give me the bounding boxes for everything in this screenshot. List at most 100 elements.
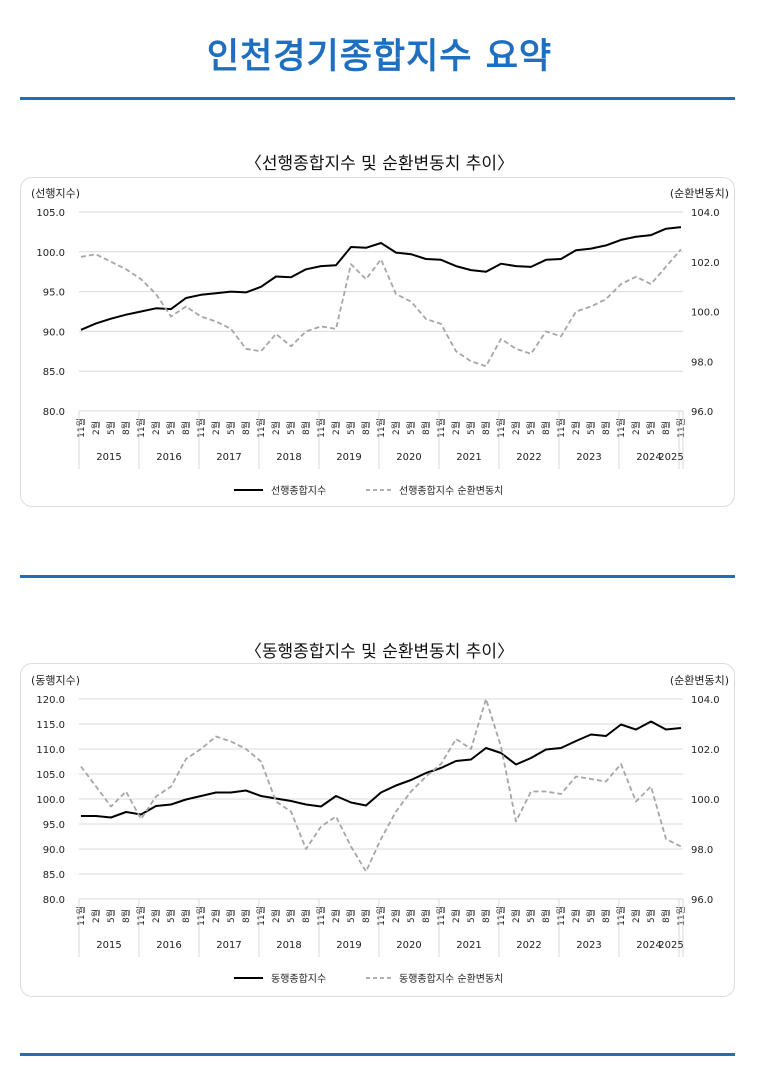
x-axis-tick-label: 8월 (660, 909, 672, 923)
x-axis-tick-label: 11월 (675, 418, 687, 438)
x-axis-tick-label: 8월 (600, 909, 612, 923)
x-axis-tick-label: 11월 (675, 906, 687, 926)
x-axis-tick-label: 2월 (630, 421, 642, 435)
x-axis-tick-label: 5월 (285, 421, 297, 435)
year-label: 2015 (96, 940, 121, 951)
right-axis-unit-label: (순환변동치) (670, 187, 729, 200)
year-label: 2017 (216, 452, 241, 463)
x-axis-tick-label: 8월 (120, 909, 132, 923)
right-axis-tick-label: 102.0 (691, 258, 720, 269)
x-axis-tick-label: 11월 (615, 418, 627, 438)
index-series-line (81, 720, 682, 819)
right-axis-tick-label: 104.0 (691, 208, 720, 219)
right-axis-tick-label: 100.0 (691, 308, 720, 319)
x-axis-tick-label: 11월 (195, 906, 207, 926)
year-label: 2025 (658, 940, 683, 951)
x-axis-tick-label: 2월 (150, 421, 162, 435)
x-axis-tick-label: 5월 (105, 421, 117, 435)
left-axis-tick-label: 115.0 (36, 720, 65, 731)
right-axis-unit-label: (순환변동치) (670, 674, 729, 687)
x-axis-tick-label: 5월 (225, 421, 237, 435)
left-axis-tick-label: 100.0 (36, 795, 65, 806)
left-axis-tick-label: 120.0 (36, 695, 65, 706)
right-axis-tick-label: 100.0 (691, 795, 720, 806)
left-axis-tick-label: 90.0 (43, 327, 65, 338)
legend-label: 동행종합지수 (271, 973, 326, 985)
x-axis-tick-label: 5월 (465, 421, 477, 435)
left-axis-tick-label: 100.0 (36, 248, 65, 259)
x-axis-tick-label: 5월 (465, 909, 477, 923)
x-axis-tick-label: 5월 (525, 909, 537, 923)
x-axis-tick-label: 11월 (75, 418, 87, 438)
x-axis-tick-label: 5월 (165, 421, 177, 435)
leading-index-chart-svg: (선행지수) (순환변동치) 80.0 85.0 90.0 95.0 100.0 105.0 9… (31, 187, 729, 497)
x-axis-tick-label: 8월 (540, 421, 552, 435)
legend-label: 선행종합지수 (271, 485, 326, 497)
divider (20, 97, 735, 100)
left-axis-tick-label: 85.0 (43, 870, 65, 881)
right-axis-tick-label: 104.0 (691, 695, 720, 706)
x-axis-tick-label: 5월 (225, 909, 237, 923)
year-label: 2015 (96, 452, 121, 463)
year-label: 2018 (276, 940, 301, 951)
left-axis-tick-label: 95.0 (43, 288, 65, 299)
x-axis-tick-label: 8월 (240, 421, 252, 435)
x-axis-tick-label: 5월 (405, 421, 417, 435)
x-axis-tick-label: 2월 (390, 421, 402, 435)
x-axis-tick-label: 8월 (480, 421, 492, 435)
year-label: 2022 (516, 452, 541, 463)
left-axis-tick-label: 80.0 (43, 407, 65, 418)
cycle-series-line (80, 698, 682, 873)
left-axis-tick-label: 95.0 (43, 820, 65, 831)
x-axis-tick-label: 11월 (195, 418, 207, 438)
right-axis-tick-label: 98.0 (691, 845, 713, 856)
x-axis-tick-label: 2월 (150, 909, 162, 923)
year-label: 2024 (636, 940, 661, 951)
x-axis-tick-label: 11월 (555, 906, 567, 926)
left-axis-unit-label: (동행지수) (31, 674, 80, 687)
cycle-series-line (80, 248, 682, 368)
x-axis-tick-label: 5월 (165, 909, 177, 923)
x-axis-tick-label: 11월 (255, 906, 267, 926)
x-axis-tick-label: 2월 (450, 909, 462, 923)
right-axis-tick-label: 102.0 (691, 745, 720, 756)
year-label: 2025 (658, 452, 683, 463)
x-axis-tick-label: 11월 (315, 906, 327, 926)
year-label: 2019 (336, 940, 361, 951)
year-label: 2021 (456, 940, 481, 951)
x-axis-tick-label: 5월 (645, 421, 657, 435)
x-axis-tick-label: 8월 (420, 421, 432, 435)
x-axis-tick-label: 8월 (420, 909, 432, 923)
x-axis-tick-label: 11월 (135, 906, 147, 926)
x-axis-tick-label: 8월 (300, 421, 312, 435)
right-axis-tick-label: 96.0 (691, 895, 713, 906)
x-axis-tick-label: 5월 (585, 909, 597, 923)
x-axis-tick-label: 5월 (105, 909, 117, 923)
chart-title-coincident: 〈동행종합지수 및 순환변동치 추이〉 (244, 642, 515, 662)
x-axis-tick-label: 2월 (90, 909, 102, 923)
x-axis-tick-label: 5월 (345, 421, 357, 435)
x-axis-tick-label: 5월 (345, 909, 357, 923)
x-axis-tick-label: 11월 (495, 418, 507, 438)
left-axis-tick-label: 90.0 (43, 845, 65, 856)
x-axis-tick-label: 2월 (270, 421, 282, 435)
x-axis-tick-label: 8월 (660, 421, 672, 435)
index-series-line (80, 226, 682, 331)
year-label: 2019 (336, 452, 361, 463)
divider (20, 575, 735, 578)
x-axis-tick-label: 8월 (120, 421, 132, 435)
year-label: 2018 (276, 452, 301, 463)
x-axis-tick-label: 2월 (270, 909, 282, 923)
x-axis-tick-label: 8월 (300, 909, 312, 923)
x-axis-tick-label: 2월 (390, 909, 402, 923)
x-axis-tick-label: 11월 (375, 418, 387, 438)
year-label: 2017 (216, 940, 241, 951)
x-axis-tick-label: 2월 (90, 421, 102, 435)
leading-index-chart: (선행지수) (순환변동치) 80.0 85.0 90.0 95.0 100.0 105.0 9… (20, 177, 735, 507)
right-axis-tick-label: 98.0 (691, 357, 713, 368)
x-axis-tick-label: 11월 (495, 906, 507, 926)
legend-label: 동행종합지수 순환변동치 (399, 973, 503, 985)
x-axis-tick-label: 2월 (210, 421, 222, 435)
year-label: 2016 (156, 452, 181, 463)
x-axis-tick-label: 11월 (375, 906, 387, 926)
